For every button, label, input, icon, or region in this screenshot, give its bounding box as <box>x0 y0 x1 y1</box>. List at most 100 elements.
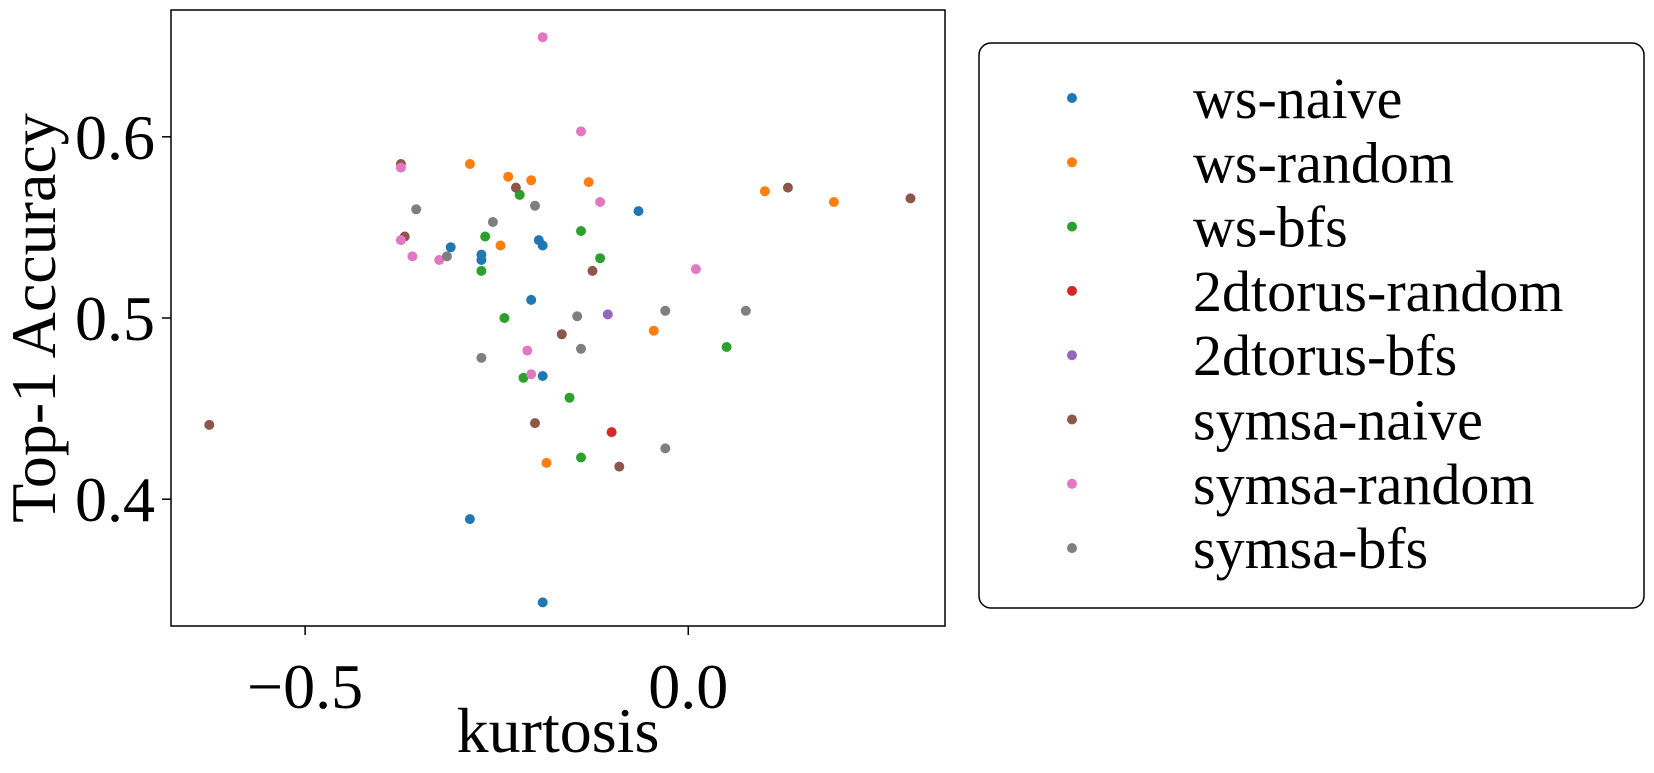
data-point <box>476 352 487 363</box>
series-ws-naive <box>445 206 644 608</box>
legend-marker <box>1067 543 1077 554</box>
legend-item-2dtorus-bfs: 2dtorus-bfs <box>1067 323 1457 388</box>
series-ws-bfs <box>476 189 732 463</box>
data-point <box>576 226 586 236</box>
series-symsa-naive <box>204 159 916 472</box>
legend-item-2dtorus-random: 2dtorus-random <box>1067 259 1564 324</box>
legend-marker <box>1067 414 1077 425</box>
data-point <box>633 206 644 217</box>
data-point <box>606 427 617 438</box>
data-point <box>660 305 671 316</box>
data-point <box>759 186 770 197</box>
legend-label: symsa-bfs <box>1193 516 1428 581</box>
data-point <box>434 255 445 265</box>
data-point <box>526 294 537 305</box>
legend-label: 2dtorus-random <box>1193 259 1564 324</box>
data-point <box>395 162 406 173</box>
legend-item-ws-random: ws-random <box>1067 130 1454 195</box>
series-2dtorus-random <box>606 427 617 438</box>
data-point <box>595 197 606 207</box>
data-point <box>660 443 671 454</box>
x-axis-label: kurtosis <box>457 695 660 766</box>
data-point <box>572 311 583 322</box>
data-point <box>564 392 575 403</box>
legend-marker <box>1067 93 1077 103</box>
legend-label: symsa-random <box>1193 452 1535 517</box>
marks-layer <box>204 32 916 608</box>
data-point <box>518 372 529 383</box>
legend-item-ws-bfs: ws-bfs <box>1067 195 1348 260</box>
data-point <box>537 240 548 251</box>
data-point <box>464 514 475 525</box>
legend-label: ws-naive <box>1193 66 1402 131</box>
data-point <box>648 325 659 336</box>
legend-marker <box>1067 221 1077 232</box>
legend-label: ws-random <box>1193 130 1454 195</box>
data-point <box>690 264 701 275</box>
data-point <box>530 418 540 429</box>
data-point <box>587 265 598 276</box>
data-point <box>576 343 586 354</box>
data-point <box>526 175 537 186</box>
data-point <box>407 251 418 262</box>
data-point <box>495 240 506 251</box>
legend-item-symsa-random: symsa-random <box>1067 452 1535 517</box>
legend-box <box>978 42 1645 609</box>
data-point <box>583 177 594 188</box>
axes-layer: −0.5 0.0 0.4 0.5 0.6 <box>75 102 728 722</box>
legend-item-ws-naive: ws-naive <box>1067 66 1402 131</box>
data-point <box>782 182 793 193</box>
legend-entries: ws-naivews-randomws-bfs2dtorus-random2dt… <box>1067 66 1564 581</box>
data-point <box>395 235 406 246</box>
data-point <box>476 265 487 276</box>
legend-item-symsa-bfs: symsa-bfs <box>1067 516 1428 581</box>
legend-item-symsa-naive: symsa-naive <box>1067 388 1483 453</box>
data-point <box>828 197 839 207</box>
y-tick-label: 0.6 <box>75 102 155 173</box>
data-point <box>445 242 456 253</box>
data-point <box>476 255 487 265</box>
data-point <box>537 597 548 608</box>
data-point <box>530 200 540 211</box>
data-point <box>614 461 625 472</box>
series-symsa-bfs <box>411 200 751 454</box>
data-point <box>464 159 475 169</box>
data-point <box>576 452 586 463</box>
data-point <box>541 457 552 468</box>
data-point <box>411 204 422 215</box>
data-point <box>721 342 732 352</box>
y-tick-label: 0.5 <box>75 283 155 354</box>
data-point <box>537 32 548 43</box>
data-point <box>537 371 548 381</box>
series-2dtorus-bfs <box>602 309 613 320</box>
x-tick-label: −0.5 <box>247 651 363 722</box>
plot-area-frame <box>170 9 946 627</box>
data-point <box>487 217 498 227</box>
data-point <box>526 369 537 380</box>
data-point <box>480 231 491 242</box>
y-axis-label: Top-1 Accuracy <box>0 113 69 523</box>
data-point <box>576 126 586 137</box>
data-point <box>499 313 510 323</box>
x-tick-label: 0.0 <box>648 651 728 722</box>
data-point <box>441 251 452 262</box>
legend-marker <box>1067 350 1077 361</box>
series-symsa-random <box>395 32 701 380</box>
legend-label: 2dtorus-bfs <box>1193 323 1457 388</box>
legend-label: symsa-naive <box>1193 388 1483 453</box>
data-point <box>503 171 514 182</box>
legend-label: ws-bfs <box>1193 195 1348 260</box>
data-point <box>556 329 567 340</box>
data-point <box>510 182 521 193</box>
legend: ws-naivews-randomws-bfs2dtorus-random2dt… <box>978 42 1645 609</box>
legend-marker <box>1067 478 1077 489</box>
legend-marker <box>1067 157 1077 168</box>
legend-marker <box>1067 285 1077 296</box>
data-point <box>204 419 215 430</box>
series-ws-random <box>464 159 839 468</box>
data-point <box>740 305 751 316</box>
data-point <box>905 193 916 204</box>
y-tick-label: 0.4 <box>75 464 155 535</box>
data-point <box>602 309 613 320</box>
